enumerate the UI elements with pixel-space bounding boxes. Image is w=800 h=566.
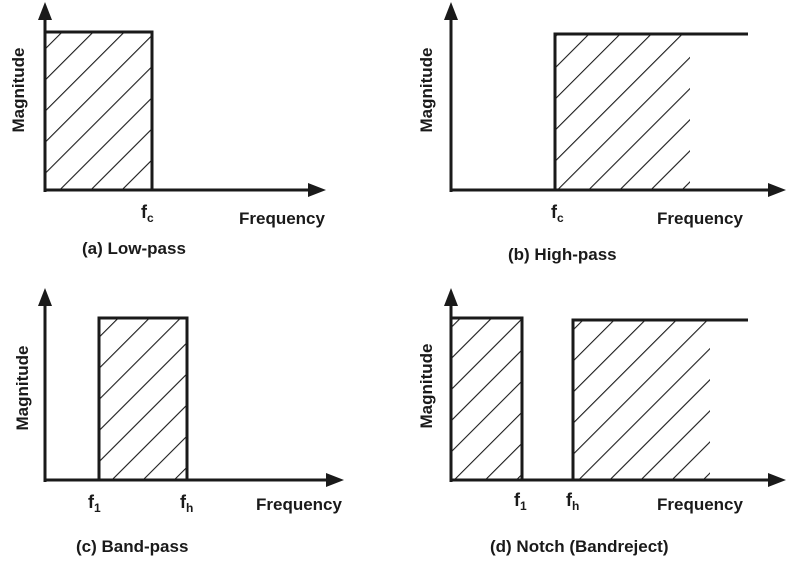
panel-caption: (b) High-pass bbox=[508, 245, 617, 264]
x-axis-label: Frequency bbox=[256, 495, 343, 514]
panel-band-pass: Magnitude f1 fh Frequency (c) Band-pass bbox=[13, 288, 344, 556]
panel-caption: (c) Band-pass bbox=[76, 537, 188, 556]
upper-passband-edge bbox=[571, 318, 748, 480]
x-axis-arrow bbox=[308, 183, 326, 197]
panel-notch: Magnitude f1 fh Frequency (d) Notch (Ban… bbox=[417, 288, 786, 556]
tick-subscript: h bbox=[572, 499, 579, 513]
x-axis-arrow bbox=[768, 183, 786, 197]
panel-caption: (a) Low-pass bbox=[82, 239, 186, 258]
panel-low-pass: Magnitude fc Frequency (a) Low-pass bbox=[9, 2, 326, 258]
passband-hatch bbox=[45, 32, 152, 190]
upper-cutoff-label: fh bbox=[566, 490, 579, 513]
y-axis-label: Magnitude bbox=[417, 344, 436, 429]
passband bbox=[97, 316, 189, 482]
lower-passband-edge bbox=[451, 316, 524, 480]
x-axis-label: Frequency bbox=[239, 209, 326, 228]
passband bbox=[43, 30, 154, 192]
cutoff-frequency-label: fc bbox=[141, 202, 154, 225]
x-axis-arrow bbox=[326, 473, 344, 487]
tick-subscript: c bbox=[557, 211, 564, 225]
lower-passband-hatch bbox=[451, 318, 522, 480]
y-axis-label: Magnitude bbox=[417, 48, 436, 133]
upper-passband-hatch bbox=[573, 320, 710, 480]
tick-base: f bbox=[88, 492, 95, 512]
y-axis-label: Magnitude bbox=[9, 48, 28, 133]
tick-base: f bbox=[141, 202, 148, 222]
x-axis-arrow bbox=[768, 473, 786, 487]
tick-subscript: c bbox=[147, 211, 154, 225]
upper-cutoff-label: fh bbox=[180, 492, 193, 515]
tick-subscript: 1 bbox=[520, 499, 527, 513]
x-axis-label: Frequency bbox=[657, 495, 744, 514]
lower-cutoff-label: f1 bbox=[88, 492, 101, 515]
passband-edge bbox=[553, 32, 748, 190]
tick-base: f bbox=[514, 490, 521, 510]
y-axis-arrow bbox=[38, 2, 52, 20]
lower-cutoff-label: f1 bbox=[514, 490, 527, 513]
y-axis-arrow bbox=[444, 288, 458, 306]
panel-high-pass: Magnitude fc Frequency (b) High-pass bbox=[417, 2, 786, 264]
passband-hatch bbox=[99, 318, 187, 480]
x-axis-label: Frequency bbox=[657, 209, 744, 228]
tick-subscript: 1 bbox=[94, 501, 101, 515]
passband-hatch bbox=[555, 34, 690, 190]
y-axis-arrow bbox=[38, 288, 52, 306]
tick-base: f bbox=[566, 490, 573, 510]
tick-subscript: h bbox=[186, 501, 193, 515]
tick-base: f bbox=[551, 202, 558, 222]
y-axis-label: Magnitude bbox=[13, 346, 32, 431]
y-axis-arrow bbox=[444, 2, 458, 20]
cutoff-frequency-label: fc bbox=[551, 202, 564, 225]
tick-base: f bbox=[180, 492, 187, 512]
panel-caption: (d) Notch (Bandreject) bbox=[490, 537, 669, 556]
